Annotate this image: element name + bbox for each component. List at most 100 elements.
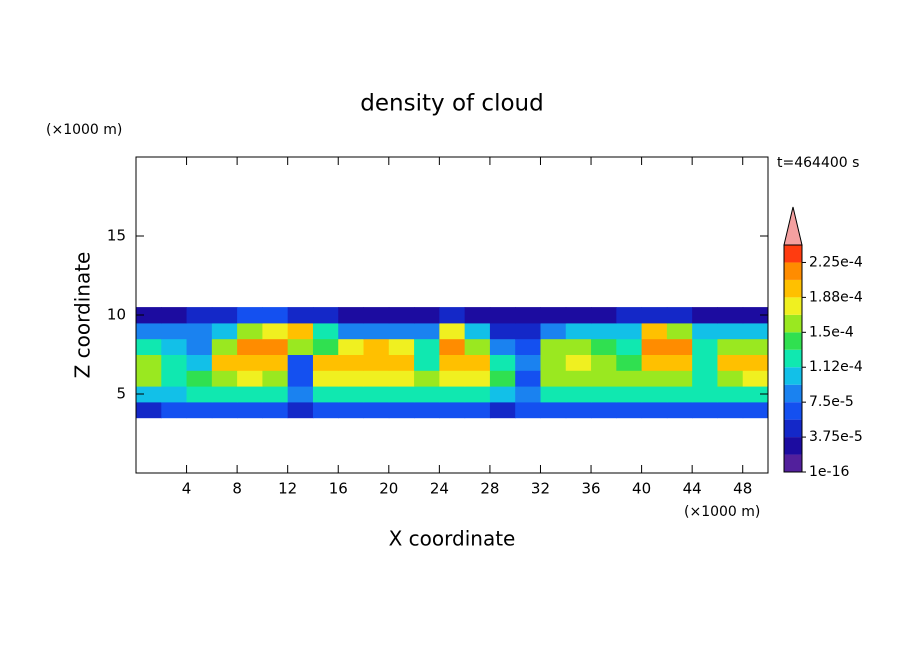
contour-cell [287,386,314,403]
contour-cell [692,338,718,355]
colorbar-band [784,245,802,263]
contour-cell [717,338,744,355]
contour-cell [439,322,466,340]
contour-cell [565,307,592,324]
colorbar-band [784,437,802,455]
contour-cell [692,307,718,324]
contour-cell [489,401,516,419]
x-tick-label: 40 [632,480,651,498]
contour-cell [565,370,592,387]
contour-cell [338,401,365,419]
contour-cell [717,322,744,340]
contour-cell [692,370,718,387]
contour-cell [414,370,440,387]
contour-cell [692,322,718,340]
contour-cell [439,354,466,371]
x-tick-label: 8 [232,480,242,498]
contour-cell [388,307,415,324]
contour-cell [338,370,365,387]
contour-cell [439,386,466,403]
contour-cell [211,338,238,355]
contour-cell [666,386,693,403]
contour-cell [388,401,415,419]
contour-cell [363,370,390,387]
contour-cell [742,322,769,340]
contour-cell [186,307,213,324]
colorbar-band [784,402,802,420]
contour-cell [287,307,314,324]
contour-cell [515,370,541,387]
contour-cell [641,338,668,355]
contour-cell [186,338,213,355]
contour-cell [641,322,668,340]
contour-cell [338,386,365,403]
contour-cell [540,354,567,371]
contour-cell [616,338,643,355]
contour-cell [161,322,188,340]
contour-cell [414,338,440,355]
contour-cell [565,401,592,419]
contour-cell [388,354,415,371]
x-unit: (×1000 m) [684,504,760,520]
contour-cell [136,386,162,403]
colorbar-band [784,279,802,298]
colorbar-band [784,297,802,315]
contour-cell [363,386,390,403]
contour-cell [591,354,617,371]
contour-cell [287,338,314,355]
contour-cell [489,338,516,355]
contour-cell [742,401,769,419]
y-tick-label: 10 [107,306,126,324]
contour-cell [338,322,365,340]
contour-cell [136,401,162,419]
contour-cell [515,338,541,355]
x-tick-label: 48 [733,480,752,498]
contour-cell [489,307,516,324]
contour-cell [464,322,491,340]
contour-cell [616,370,643,387]
contour-cell [439,401,466,419]
contour-cell [186,322,213,340]
colorbar-band [784,314,802,333]
contour-cell [616,401,643,419]
y-unit: (×1000 m) [46,122,122,138]
contour-cell [312,401,339,419]
contour-cell [161,338,188,355]
contour-cell [186,354,213,371]
contour-cell [464,401,491,419]
contour-cell [439,307,466,324]
contour-cell [388,370,415,387]
colorbar-band [784,384,802,403]
y-axis-title: Z coordinate [71,252,95,379]
colorbar-tick-label: 3.75e-5 [809,429,863,445]
contour-cell [489,322,516,340]
contour-cell [439,370,466,387]
contour-cell [641,386,668,403]
contour-cell [312,338,339,355]
contour-cell [464,386,491,403]
contour-cell [591,386,617,403]
contour-cell [489,386,516,403]
contour-field [136,307,769,419]
x-tick-label: 28 [480,480,499,498]
contour-cell [565,354,592,371]
contour-cell [439,338,466,355]
contour-cell [742,354,769,371]
x-tick-label: 12 [278,480,297,498]
contour-cell [312,386,339,403]
contour-cell [717,354,744,371]
contour-cell [414,354,440,371]
contour-cell [489,354,516,371]
contour-cell [211,401,238,419]
contour-cell [237,307,263,324]
contour-cell [363,307,390,324]
contour-cell [363,401,390,419]
colorbar-tick-label: 7.5e-5 [809,394,854,410]
contour-cell [262,322,289,340]
contour-cell [262,338,289,355]
contour-cell [540,322,567,340]
colorbar-band [784,367,802,385]
contour-cell [262,386,289,403]
contour-cell [161,370,188,387]
contour-cell [692,354,718,371]
